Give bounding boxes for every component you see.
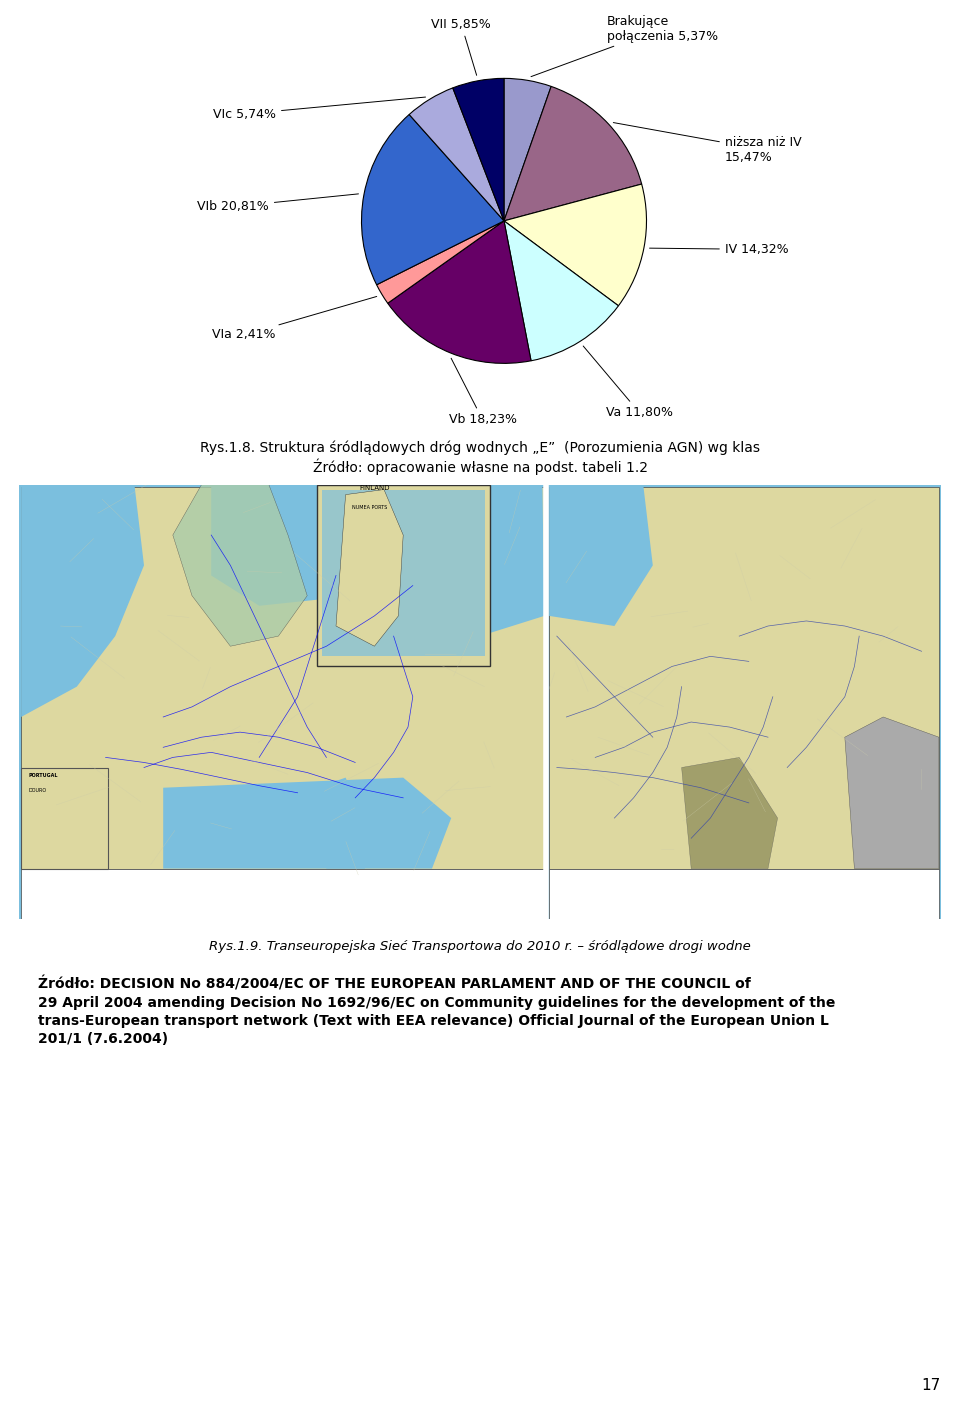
Polygon shape	[317, 778, 374, 869]
Text: Rys.1.9. Transeuropejska Sieć Transportowa do 2010 r. – śródlądowe drogi wodne: Rys.1.9. Transeuropejska Sieć Transporto…	[209, 939, 751, 953]
Wedge shape	[453, 78, 504, 221]
Polygon shape	[549, 485, 653, 626]
Wedge shape	[362, 114, 504, 285]
Text: niższa niż IV
15,47%: niższa niż IV 15,47%	[613, 123, 802, 164]
Polygon shape	[355, 485, 544, 636]
Polygon shape	[211, 485, 403, 606]
Wedge shape	[504, 221, 618, 361]
Text: VIc 5,74%: VIc 5,74%	[213, 97, 425, 121]
Text: Va 11,80%: Va 11,80%	[584, 346, 673, 419]
Polygon shape	[845, 717, 939, 869]
Polygon shape	[682, 758, 778, 869]
Text: PORTUGAL: PORTUGAL	[29, 772, 59, 778]
Text: Rys.1.8. Struktura śródlądowych dróg wodnych „E”  (Porozumienia AGN) wg klas: Rys.1.8. Struktura śródlądowych dróg wod…	[200, 440, 760, 455]
Bar	[317, 485, 490, 667]
Text: VII 5,85%: VII 5,85%	[431, 17, 492, 76]
Text: Vb 18,23%: Vb 18,23%	[448, 358, 516, 426]
Text: NUMEA PORTS: NUMEA PORTS	[352, 504, 387, 510]
Wedge shape	[388, 221, 531, 363]
Polygon shape	[163, 778, 451, 869]
Text: VIa 2,41%: VIa 2,41%	[212, 296, 376, 342]
Bar	[21, 869, 544, 919]
Text: VIb 20,81%: VIb 20,81%	[197, 194, 358, 214]
Polygon shape	[336, 490, 403, 646]
Text: 17: 17	[922, 1378, 941, 1394]
Bar	[21, 486, 544, 869]
Text: Źródło: opracowanie własne na podst. tabeli 1.2: Źródło: opracowanie własne na podst. tab…	[313, 459, 647, 476]
Wedge shape	[504, 87, 641, 221]
Polygon shape	[21, 485, 144, 717]
Wedge shape	[504, 184, 646, 306]
Text: Źródło: DECISION No 884/2004/EC OF THE EUROPEAN PARLAMENT AND OF THE COUNCIL of
: Źródło: DECISION No 884/2004/EC OF THE E…	[38, 976, 836, 1046]
Polygon shape	[173, 485, 307, 646]
Text: IV 14,32%: IV 14,32%	[650, 242, 788, 256]
Bar	[549, 486, 939, 869]
Wedge shape	[504, 78, 551, 221]
Bar	[322, 490, 485, 657]
Text: Brakujące
połączenia 5,37%: Brakujące połączenia 5,37%	[531, 14, 718, 77]
Wedge shape	[409, 88, 504, 221]
Text: DOURO: DOURO	[29, 788, 47, 792]
Text: FINLAND: FINLAND	[359, 485, 390, 490]
Wedge shape	[376, 221, 504, 304]
Bar	[549, 869, 939, 919]
Bar	[21, 768, 108, 869]
